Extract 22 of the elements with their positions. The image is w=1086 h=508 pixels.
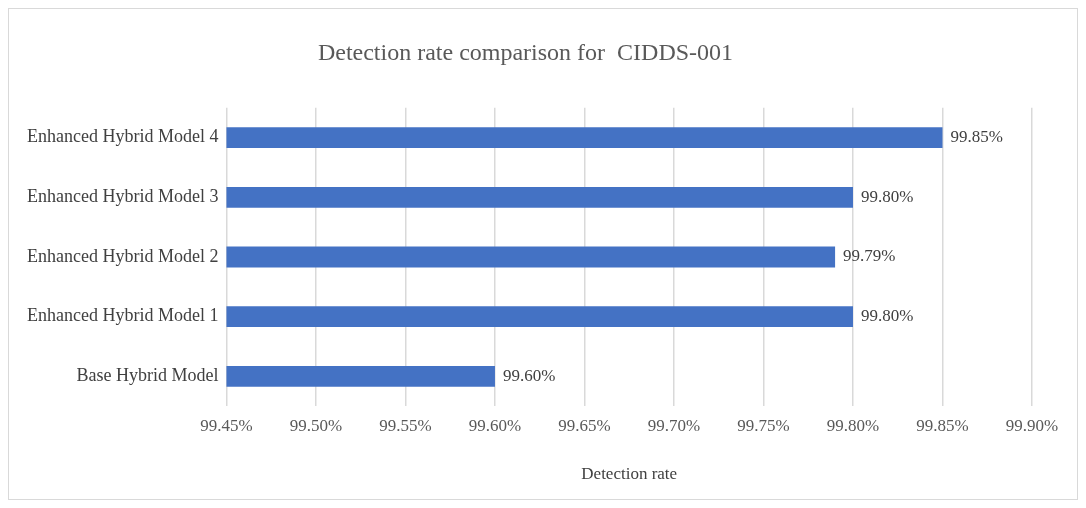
x-tick-label: 99.60% [468,415,522,435]
chart-title: Detection rate comparison for CIDDS-001 [317,38,734,65]
x-tick-label: 99.75% [737,415,790,435]
data-label: 99.80% [860,186,914,206]
y-tick-label: Enhanced Hybrid Model 2 [27,245,219,266]
x-tick-label: 99.85% [916,415,969,435]
data-label: 99.79% [843,246,896,266]
x-tick-label: 99.70% [647,415,701,435]
x-tick-label: 99.65% [558,415,611,435]
data-label: 99.60% [502,365,556,385]
y-tick-label: Enhanced Hybrid Model 4 [27,126,219,147]
x-tick-label: 99.50% [289,415,343,435]
data-label: 99.85% [950,127,1003,147]
y-tick-label: Enhanced Hybrid Model 1 [27,305,219,326]
x-axis-title: Detection rate [581,464,678,484]
y-tick-label: Enhanced Hybrid Model 3 [27,186,219,207]
x-tick-label: 99.90% [1005,415,1059,435]
x-tick-label: 99.45% [200,415,253,435]
x-tick-label: 99.55% [379,415,432,435]
y-tick-label: Base Hybrid Model [76,365,219,386]
x-tick-label: 99.80% [826,415,880,435]
data-label: 99.80% [860,306,914,326]
